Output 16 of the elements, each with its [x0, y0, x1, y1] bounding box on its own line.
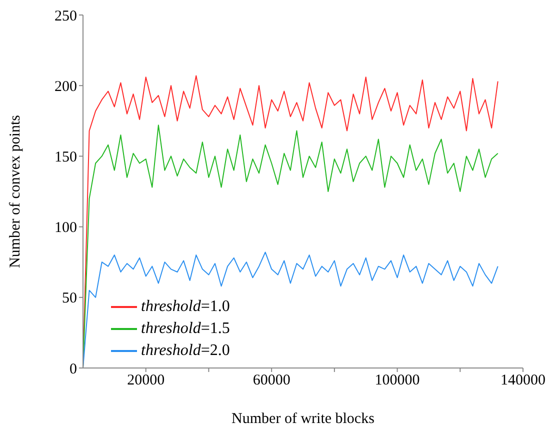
y-tick-label: 0: [70, 361, 77, 378]
y-tick-label: 250: [54, 8, 77, 24]
x-tick-label: 20000: [127, 372, 165, 389]
y-tick-label: 200: [54, 78, 77, 95]
y-tick-label: 150: [54, 150, 77, 166]
x-axis-title: Number of write blocks: [232, 411, 375, 427]
y-axis-title: Number of convex points: [7, 114, 24, 268]
x-tick-label: 60000: [252, 372, 290, 389]
legend-label: threshold=1.5: [141, 320, 230, 337]
y-tick-label: 100: [54, 220, 77, 236]
legend-label: threshold=1.0: [141, 298, 230, 315]
line-series: [83, 252, 498, 368]
x-tick-label: 100000: [374, 372, 420, 389]
y-tick-label: 50: [62, 290, 77, 307]
legend-label: threshold=2.0: [141, 342, 230, 359]
x-tick-label: 140000: [500, 372, 546, 389]
